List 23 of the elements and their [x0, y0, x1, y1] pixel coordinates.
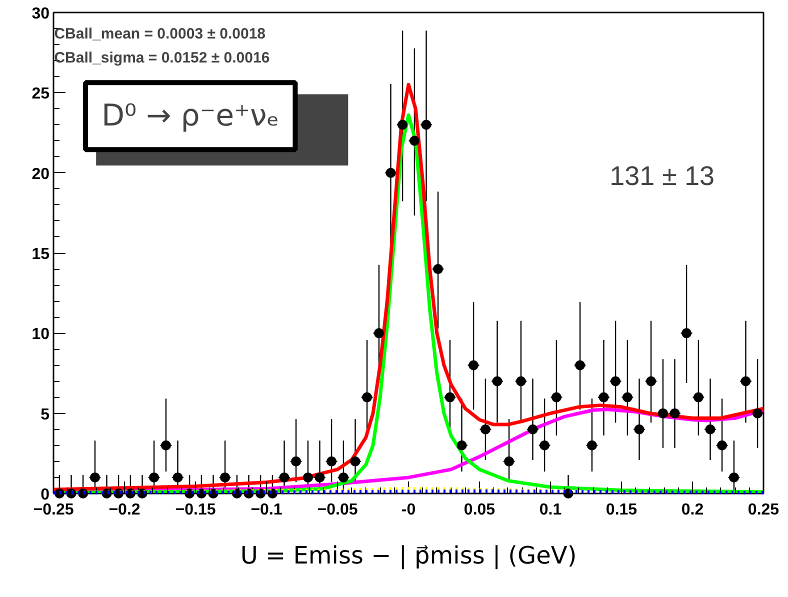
x-tick-label: -0	[401, 502, 416, 518]
y-tick-label: 5	[40, 406, 50, 424]
x-axis-title: U = Emiss − | p⃗miss | (GeV)	[240, 542, 577, 570]
y-tick-label: 0	[40, 486, 50, 504]
y-tick-label: 20	[32, 166, 50, 183]
x-tick-label: −0.1	[250, 502, 282, 518]
y-tick-label: 10	[32, 326, 50, 344]
x-tick-label: −0.25	[33, 502, 74, 518]
x-tick-label: 0.1	[539, 502, 562, 518]
x-tick-label: 0.2	[681, 502, 704, 518]
annotation: CBall_sigma = 0.0152 ± 0.0016	[54, 50, 270, 67]
y-tick-label: 25	[32, 86, 50, 103]
x-tick-label: 0.05	[464, 502, 496, 518]
y-tick-label: 15	[32, 246, 50, 263]
text: D⁰ → ρ⁻e⁺νₑ	[101, 98, 280, 134]
x-tick-label: −0.15	[175, 502, 216, 518]
annotation: 131 ± 13	[610, 161, 715, 192]
annotation: CBall_mean = 0.0003 ± 0.0018	[54, 26, 266, 43]
x-tick-label: −0.05	[317, 502, 358, 518]
x-tick-label: −0.2	[108, 502, 140, 518]
x-tick-label: 0.25	[748, 502, 780, 518]
x-tick-label: 0.15	[606, 502, 638, 518]
y-tick-label: 30	[32, 6, 50, 22]
